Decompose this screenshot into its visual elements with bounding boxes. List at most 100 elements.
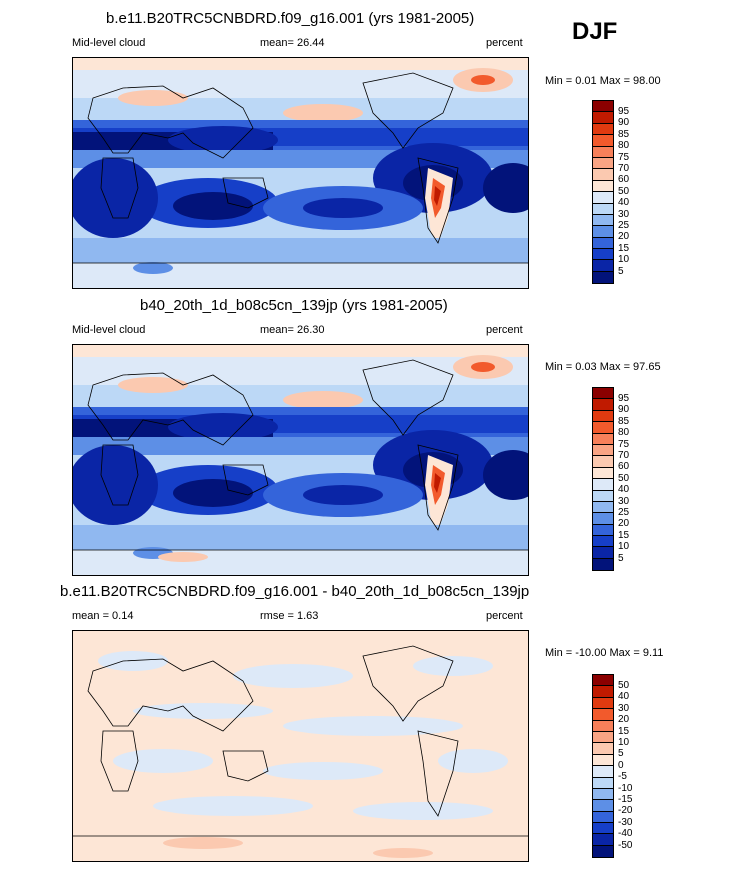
swatch (593, 558, 613, 571)
colorbar-tick-label: 40 (618, 484, 630, 496)
rmse-label: rmse = 1.63 (260, 610, 319, 622)
colorbar-tick-label: 75 (618, 438, 630, 450)
colorbar-tick-label: 25 (618, 220, 630, 231)
swatch (593, 675, 613, 687)
colorbar-tick-label: -15 (618, 794, 633, 805)
swatch (593, 157, 613, 170)
colorbar-tick-label: -10 (618, 782, 633, 794)
swatch (593, 490, 613, 502)
colorbar-tick-label: 60 (618, 174, 630, 186)
swatch (593, 754, 613, 767)
colorbar-tick-label: 70 (618, 450, 630, 461)
colorbar-tick-label: 95 (618, 106, 630, 117)
swatch (593, 479, 613, 491)
units-label: percent (486, 37, 523, 49)
colorbar-tick-label: 85 (618, 415, 630, 427)
units-label: percent (486, 324, 523, 336)
colorbar-tick-label: 70 (618, 163, 630, 174)
swatch (593, 709, 613, 721)
mean-label: mean= 26.30 (260, 324, 325, 336)
colorbar-tick-label: 15 (618, 725, 630, 737)
swatch (593, 180, 613, 193)
colorbar-swatches (592, 674, 614, 859)
swatch (593, 777, 613, 789)
colorbar-swatches (592, 387, 614, 572)
colorbar-tick-label: 60 (618, 461, 630, 473)
colorbar-tick-label: 20 (618, 714, 630, 726)
swatch (593, 686, 613, 698)
swatch (593, 101, 613, 113)
swatch (593, 112, 613, 124)
swatch (593, 237, 613, 250)
colorbar-tick-label: 90 (618, 404, 630, 416)
colorbar-tick-label: 15 (618, 529, 630, 541)
swatch (593, 743, 613, 755)
colorbar-tick-label: 10 (618, 737, 630, 748)
swatch (593, 731, 613, 744)
colorbar-tick-label: 50 (618, 680, 630, 691)
swatch (593, 146, 613, 158)
colorbar-tick-label: 20 (618, 518, 630, 530)
colorbar-tick-label: -30 (618, 816, 633, 828)
map-field (73, 58, 528, 288)
swatch (593, 192, 613, 204)
swatch (593, 422, 613, 434)
colorbar-tick-label: 40 (618, 691, 630, 703)
swatch (593, 811, 613, 824)
swatch (593, 226, 613, 238)
colorbar-swatches (592, 100, 614, 285)
colorbar-tick-label: 30 (618, 208, 630, 220)
panel-title: b.e11.B20TRC5CNBDRD.f09_g16.001 - b40_20… (60, 583, 530, 600)
colorbar-tick-label: 25 (618, 507, 630, 518)
colorbar-tick-label: 20 (618, 231, 630, 243)
panel-title: b.e11.B20TRC5CNBDRD.f09_g16.001 (yrs 198… (106, 10, 475, 27)
swatch (593, 410, 613, 423)
swatch (593, 467, 613, 480)
colorbar-tick-label: 10 (618, 541, 630, 553)
swatch (593, 169, 613, 181)
colorbar-tick-label: 40 (618, 197, 630, 209)
swatch (593, 766, 613, 778)
swatch (593, 388, 613, 400)
season-label: DJF (572, 18, 618, 45)
minmax-label: Min = 0.01 Max = 98.00 (545, 75, 661, 87)
swatch (593, 203, 613, 215)
map-field (73, 345, 528, 575)
swatch (593, 399, 613, 411)
mean-label: mean= 26.44 (260, 37, 325, 49)
colorbar-tick-label: 80 (618, 140, 630, 152)
panel-title: b40_20th_1d_b08c5cn_139jp (yrs 1981-2005… (140, 297, 448, 314)
swatch (593, 135, 613, 147)
swatch (593, 260, 613, 272)
swatch (593, 524, 613, 537)
colorbar-tick-label: 75 (618, 151, 630, 163)
colorbar-tick-label: 50 (618, 185, 630, 197)
colorbar-tick-label: 30 (618, 495, 630, 507)
colorbar-tick-label: 5 (618, 265, 624, 277)
colorbar-tick-label: 90 (618, 117, 630, 129)
colorbar-tick-label: 5 (618, 552, 624, 564)
swatch (593, 214, 613, 227)
colorbar-tick-label: 30 (618, 702, 630, 714)
swatch (593, 456, 613, 468)
variable-label: Mid-level cloud (72, 37, 146, 49)
colorbar-tick-label: -5 (618, 771, 627, 783)
units-label: percent (486, 610, 523, 622)
swatch (593, 513, 613, 525)
colorbar-tick-label: -50 (618, 839, 633, 851)
cloud-map (72, 344, 529, 576)
colorbar-tick-label: 80 (618, 427, 630, 439)
colorbar-tick-label: -40 (618, 828, 633, 840)
swatch (593, 834, 613, 846)
swatch (593, 271, 613, 284)
swatch (593, 823, 613, 835)
variable-label: Mid-level cloud (72, 324, 146, 336)
swatch (593, 720, 613, 732)
minmax-label: Min = 0.03 Max = 97.65 (545, 361, 661, 373)
colorbar-tick-label: 0 (618, 759, 624, 771)
swatch (593, 845, 613, 858)
swatch (593, 800, 613, 812)
colorbar-tick-label: -20 (618, 805, 633, 817)
colorbar-tick-label: 95 (618, 393, 630, 404)
swatch (593, 123, 613, 136)
